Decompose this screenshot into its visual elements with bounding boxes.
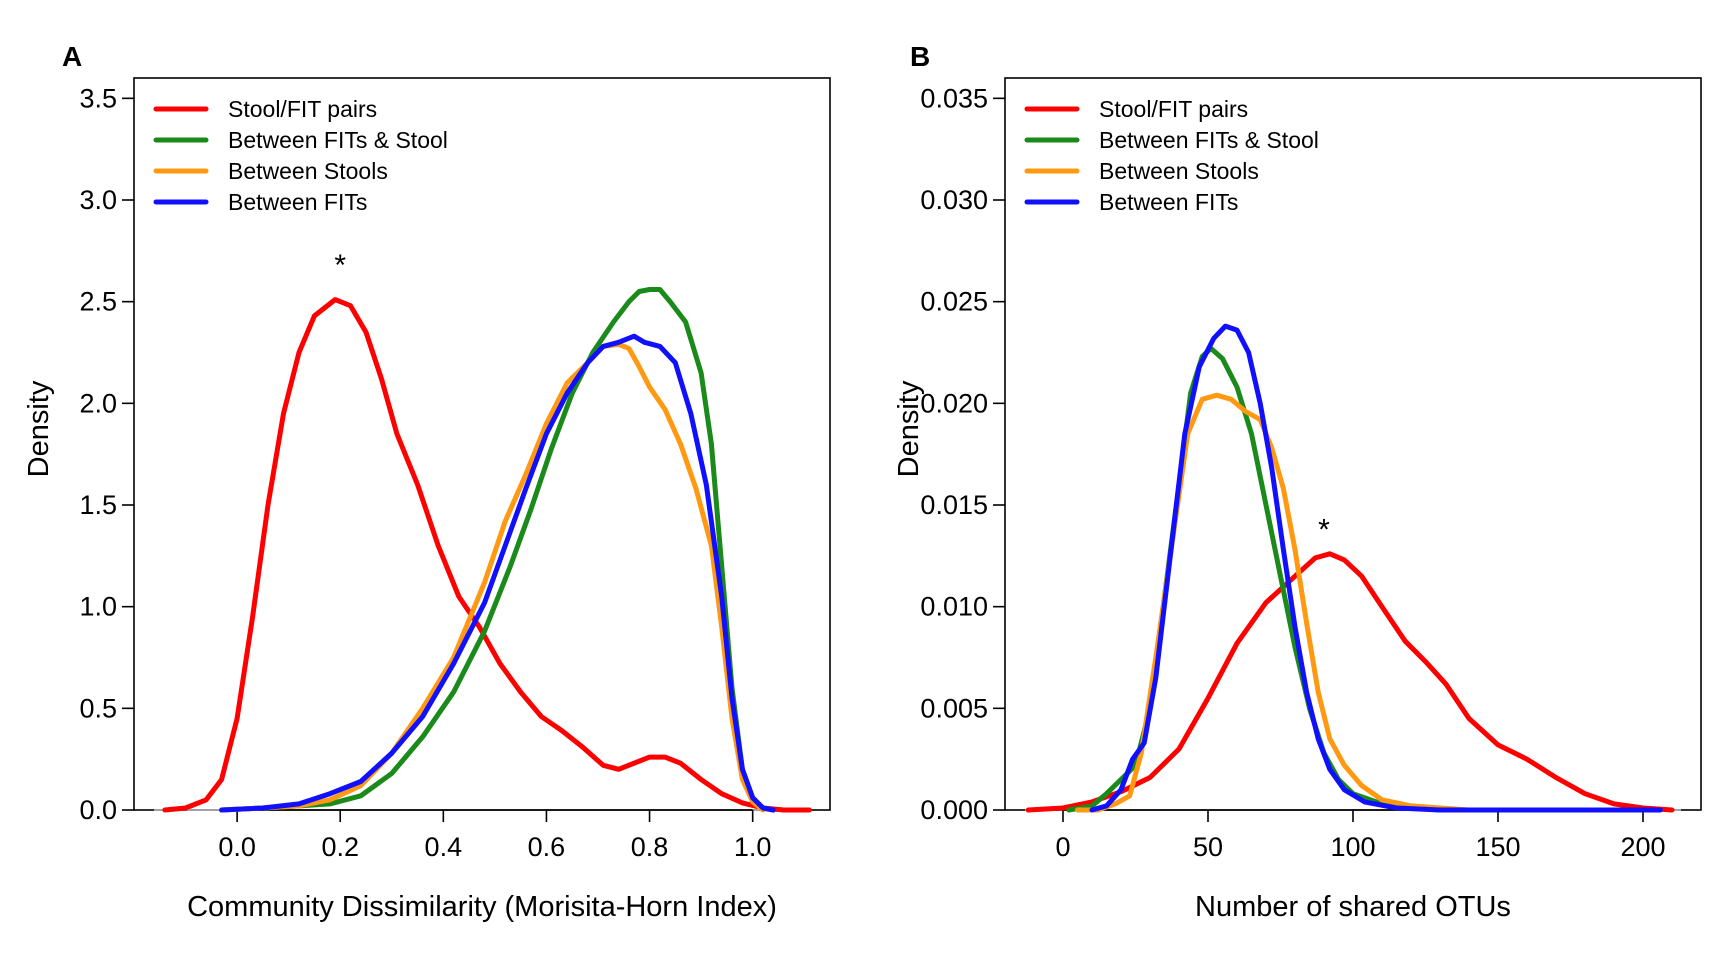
y-tick-label: 0.020 [920,388,988,418]
y-axis-label: Density [893,380,925,477]
x-axis-label: Community Dissimilarity (Morisita-Horn I… [187,891,777,923]
x-tick-label: 200 [1620,832,1665,862]
x-tick-label: 0.4 [425,832,463,862]
legend-label: Stool/FIT pairs [228,96,377,122]
series-line-between-fits [219,333,776,813]
y-tick-label: 2.0 [79,388,117,418]
x-axis-label: Number of shared OTUs [1195,891,1511,923]
y-tick-label: 3.0 [79,185,117,215]
x-tick-label: 0.6 [528,832,566,862]
y-tick-label: 0.035 [920,83,988,113]
legend-label: Stool/FIT pairs [1099,96,1248,122]
legend-label: Between Stools [228,158,388,184]
legend-label: Between FITs & Stool [1099,127,1319,153]
y-tick-label: 1.5 [79,490,117,520]
series-line-stool-fit-pairs [1025,551,1675,813]
legend-label: Between FITs [228,189,367,215]
legend-label: Between FITs [1099,189,1238,215]
y-tick-label: 0.005 [920,693,988,723]
x-tick-label: 0.8 [631,832,669,862]
panel-a: A 0.0 0.2 0.4 0.6 0.8 1.0 0.0 0.5 1.0 1.5 2.0 2.5 3.0… [23,41,831,923]
panel-letter: A [62,41,82,72]
y-tick-label: 0.025 [920,287,988,317]
y-tick-label: 0.015 [920,490,988,520]
y-tick-label: 2.5 [79,287,117,317]
legend-label: Between FITs & Stool [228,127,448,153]
y-axis-label: Density [23,380,55,477]
y-tick-label: 0.030 [920,185,988,215]
x-tick-label: 0.2 [321,832,359,862]
y-tick-label: 3.5 [79,83,117,113]
x-tick-label: 50 [1193,832,1223,862]
y-tick-label: 0.000 [920,795,988,825]
series-line-between-fits [1089,323,1663,813]
panel-b: B 0 50 100 150 200 0.000 0.005 0.010 0.015 0.020 0.… [893,41,1702,923]
x-tick-label: 0.0 [218,832,256,862]
x-tick-label: 1.0 [734,832,772,862]
x-tick-label: 100 [1330,832,1375,862]
x-tick-label: 0 [1055,832,1070,862]
series-line-between-fits-stool [1066,345,1617,813]
panel-letter: B [910,41,930,72]
significance-star: * [1318,513,1330,546]
y-tick-label: 0.5 [79,693,117,723]
y-tick-label: 0.0 [79,795,117,825]
legend-label: Between Stools [1099,158,1259,184]
series-line-stool-fit-pairs [162,297,812,813]
plot-frame [1004,77,1702,811]
x-tick-label: 150 [1475,832,1520,862]
y-tick-label: 1.0 [79,592,117,622]
y-tick-label: 0.010 [920,592,988,622]
significance-star: * [334,249,346,282]
